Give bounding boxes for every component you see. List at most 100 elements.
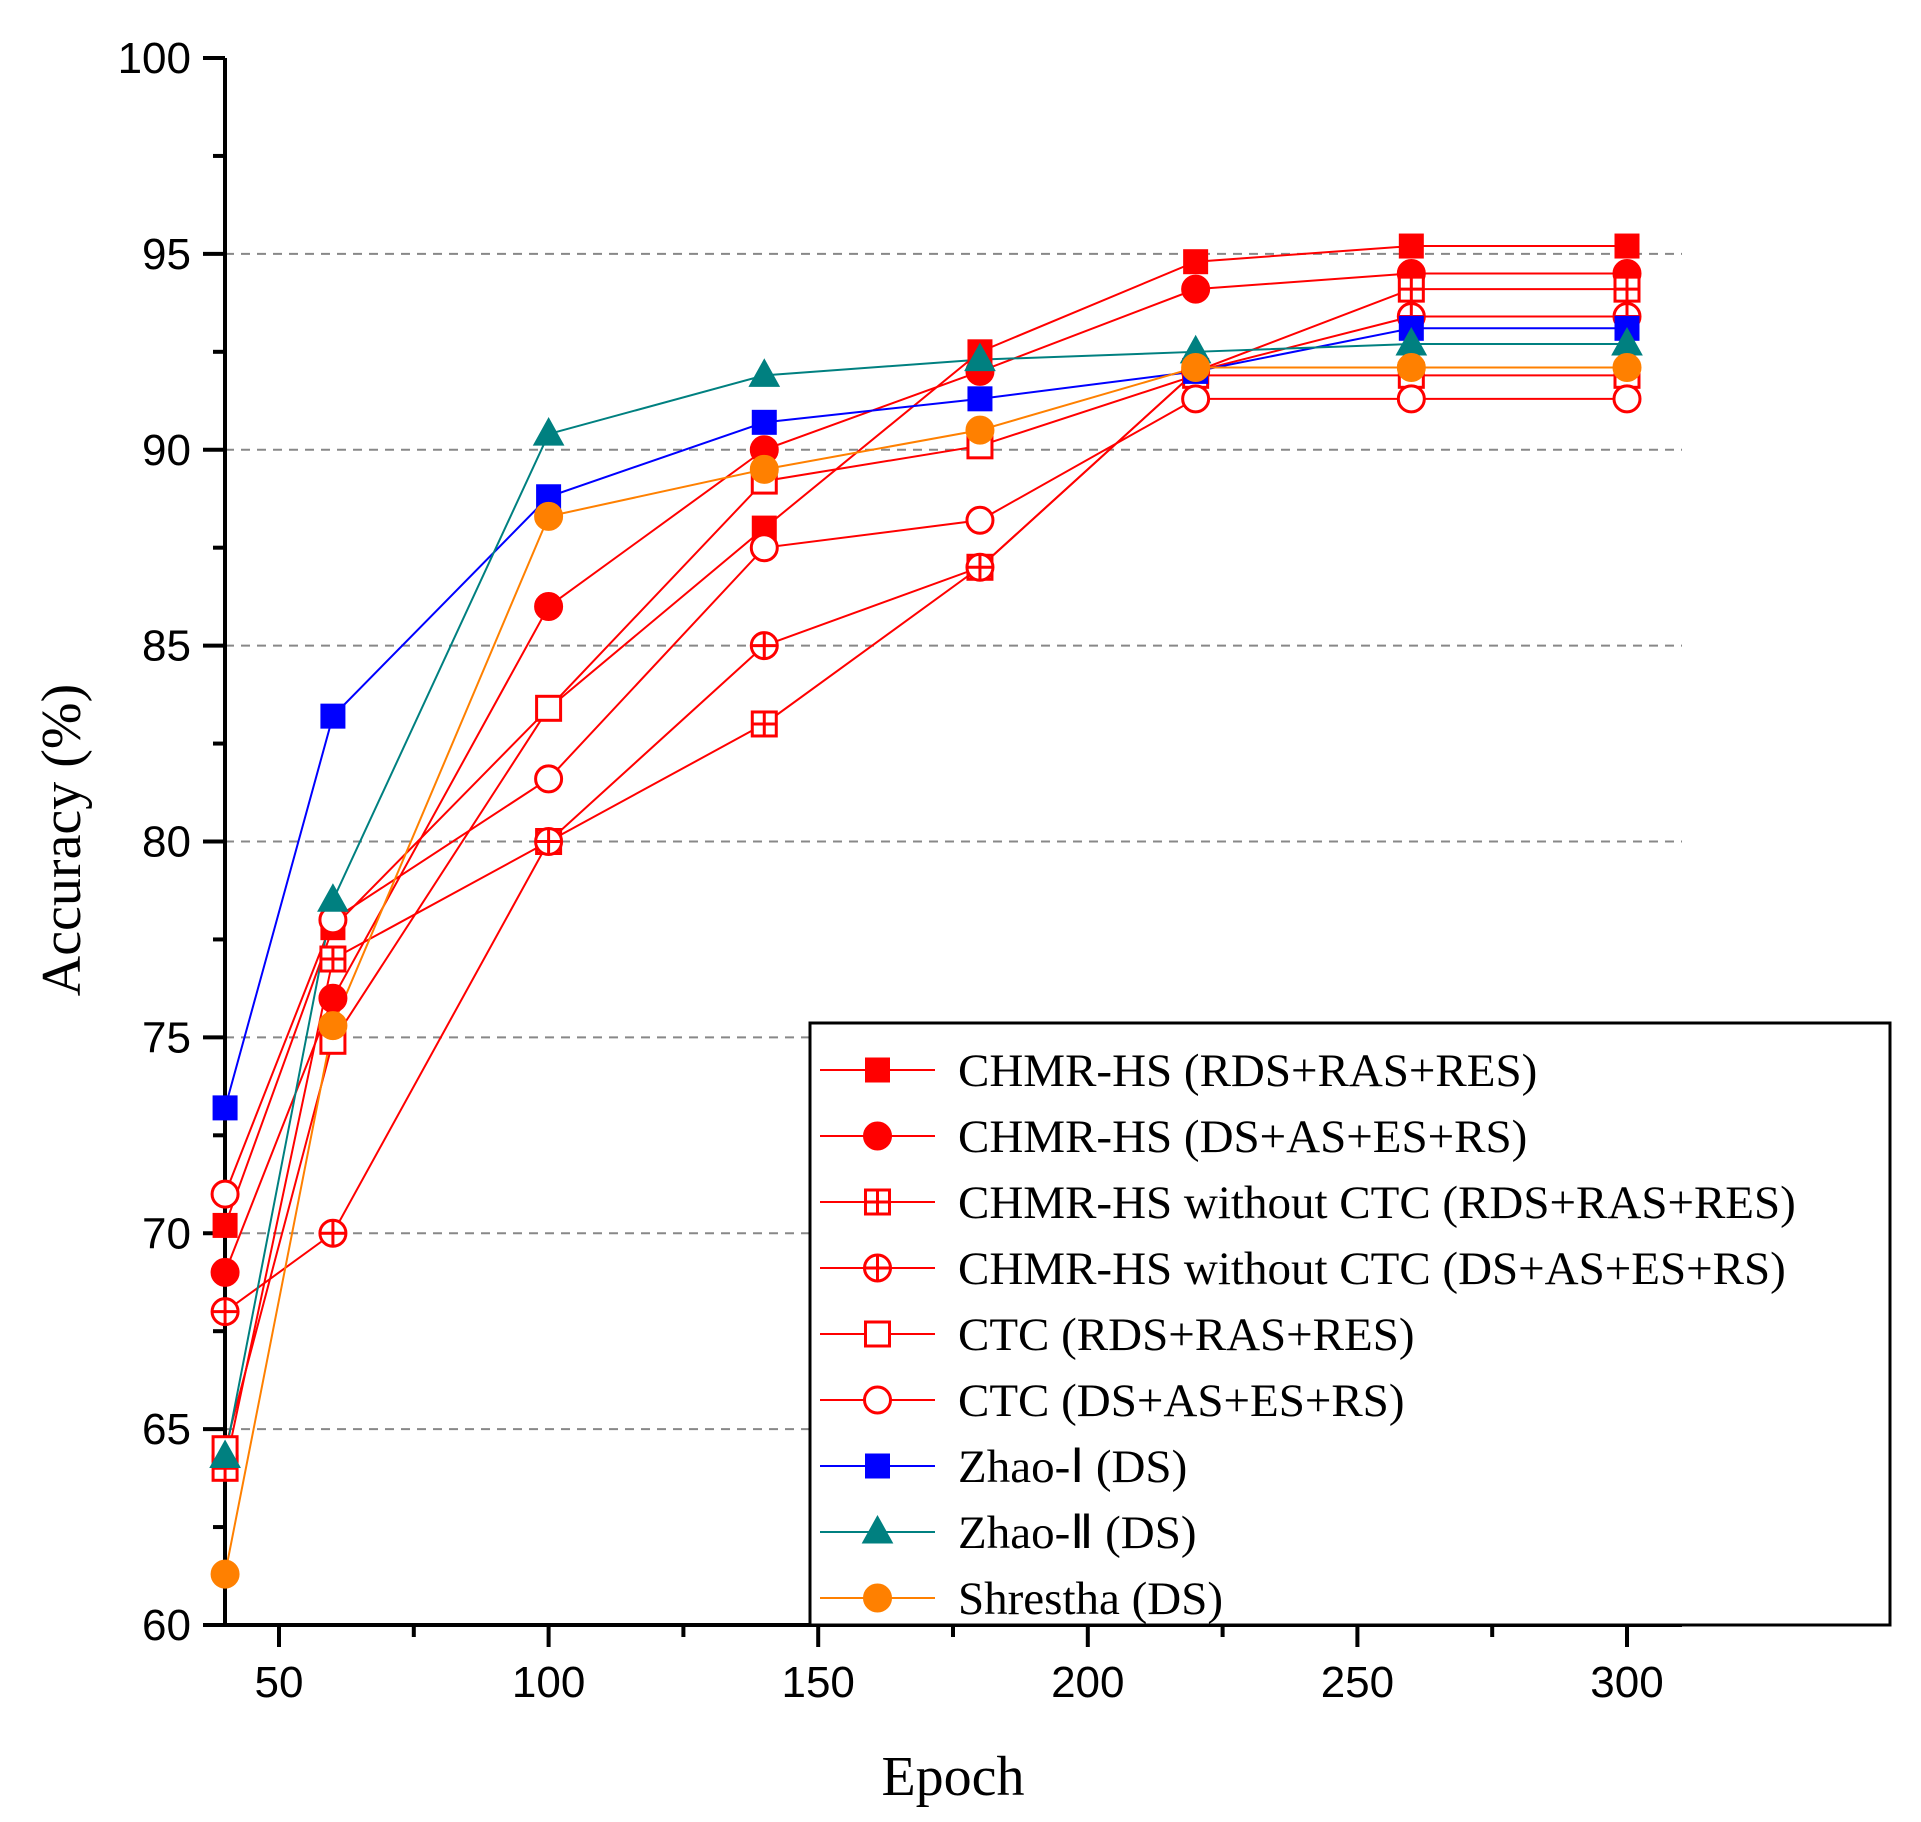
point-s3-140-cross [751,632,778,659]
point-s3-180 [965,552,995,582]
point-s2-300 [1613,275,1641,303]
legend-marker-7 [861,1514,894,1544]
x-tick-label-100: 100 [512,1658,585,1707]
y-tick-label-60: 60 [142,1601,191,1650]
point-s8-100 [534,501,564,531]
legend-marker-8 [863,1583,892,1613]
point-s7-180 [964,342,996,372]
point-s6-60 [320,703,346,729]
x-tick-label-200: 200 [1051,1658,1124,1707]
legend-item-2: CHMR-HS without CTC (RDS+RAS+RES) [820,1177,1796,1229]
legend-marker-5 [863,1385,892,1415]
point-s5-140 [749,533,779,563]
y-tick-label-85: 85 [142,622,191,671]
point-s8-180 [965,415,995,445]
x-tick-label-300: 300 [1590,1658,1663,1707]
point-s5-220 [1181,384,1211,414]
series-line-3 [224,315,1627,1313]
point-s4-100 [535,694,563,722]
point-s2-300-cross [1615,277,1639,302]
point-s6-180 [967,386,993,412]
series-line-7 [224,342,1627,1457]
legend-label-7: Zhao-Ⅱ (DS) [958,1507,1197,1559]
y-tick-label-65: 65 [142,1405,191,1454]
legend-label-4: CTC (RDS+RAS+RES) [958,1309,1415,1361]
point-s2-60-cross [320,947,345,972]
legend-marker-3 [863,1253,892,1283]
series-markers-6 [212,315,1640,1121]
y-tick-label-70: 70 [142,1209,191,1258]
legend-label-1: CHMR-HS (DS+AS+ES+RS) [958,1111,1527,1163]
point-s3-100 [534,827,564,856]
series-line-6 [224,327,1627,1109]
point-s8-40 [210,1559,240,1589]
point-s7-40 [209,1439,241,1469]
y-tick-label-75: 75 [142,1013,191,1062]
point-s2-260 [1397,275,1425,303]
point-s7-100 [532,417,565,446]
legend-box [808,1021,1892,1627]
point-s5-300 [1612,384,1642,414]
legend-item-4: CTC (RDS+RAS+RES) [820,1309,1415,1361]
legend-marker-2-cross [865,1190,890,1214]
point-s8-140 [749,454,779,484]
point-s2-60 [319,945,347,973]
legend-item-7: Zhao-Ⅱ (DS) [820,1507,1197,1559]
point-s3-40-cross [212,1298,239,1325]
series-markers-7 [209,326,1643,1469]
point-s3-140 [749,631,779,661]
legend-label-8: Shrestha (DS) [958,1573,1223,1625]
y-tick-label-100: 100 [118,34,191,83]
point-s1-220 [1181,274,1211,304]
series-markers-8 [210,352,1642,1589]
series-line-0 [224,245,1627,1226]
point-s2-140-cross [752,711,777,736]
point-s8-60 [318,1011,348,1041]
legend-item-8: Shrestha (DS) [820,1573,1223,1625]
legend: CHMR-HS (RDS+RAS+RES) CHMR-HS (DS+AS+ES+R… [808,1021,1892,1627]
legend-marker-0 [865,1057,890,1083]
point-s1-60 [318,983,348,1013]
legend-marker-4 [864,1320,891,1348]
point-s5-100 [534,764,564,794]
point-s7-60 [317,883,349,912]
y-tick-label-80: 80 [142,818,191,867]
x-tick-label-50: 50 [255,1658,304,1707]
point-s3-100-cross [535,828,562,855]
legend-item-5: CTC (DS+AS+ES+RS) [820,1375,1404,1427]
series-markers-5 [210,384,1642,1209]
x-tick-label-150: 150 [781,1658,854,1707]
legend-label-5: CTC (DS+AS+ES+RS) [958,1375,1404,1427]
point-s6-140 [751,409,777,435]
point-s0-300 [1614,233,1640,259]
series-line-8 [224,366,1627,1575]
point-s5-180 [965,505,995,535]
point-s1-100 [534,591,564,621]
legend-marker-1 [863,1121,892,1151]
x-tick-label-250: 250 [1321,1658,1394,1707]
point-s2-260-cross [1399,277,1424,302]
point-s8-300 [1612,352,1642,382]
point-s3-40 [210,1297,240,1327]
point-s0-260 [1398,233,1424,259]
point-s0-220 [1183,249,1209,275]
ticks: 60 65 70 75 80 85 90 95 100 50 100 150 200 250 300 [118,34,1664,1707]
y-axis-title: Accuracy (%) [31,684,93,996]
point-s3-180-cross [966,554,993,581]
point-s8-220 [1181,352,1211,382]
x-axis-title: Epoch [881,1746,1024,1808]
legend-label-3: CHMR-HS without CTC (DS+AS+ES+RS) [958,1243,1786,1295]
legend-label-6: Zhao-Ⅰ (DS) [958,1441,1187,1493]
point-s1-40 [210,1257,240,1287]
legend-item-3: CHMR-HS without CTC (DS+AS+ES+RS) [820,1243,1786,1295]
legend-label-0: CHMR-HS (RDS+RAS+RES) [958,1045,1537,1097]
point-s2-140 [750,710,778,738]
point-s0-40 [212,1212,238,1238]
legend-item-0: CHMR-HS (RDS+RAS+RES) [820,1045,1537,1097]
point-s5-40 [210,1179,240,1209]
legend-marker-6 [865,1453,890,1479]
point-s6-40 [212,1095,238,1121]
y-tick-label-90: 90 [142,426,191,475]
legend-item-1: CHMR-HS (DS+AS+ES+RS) [820,1111,1527,1163]
